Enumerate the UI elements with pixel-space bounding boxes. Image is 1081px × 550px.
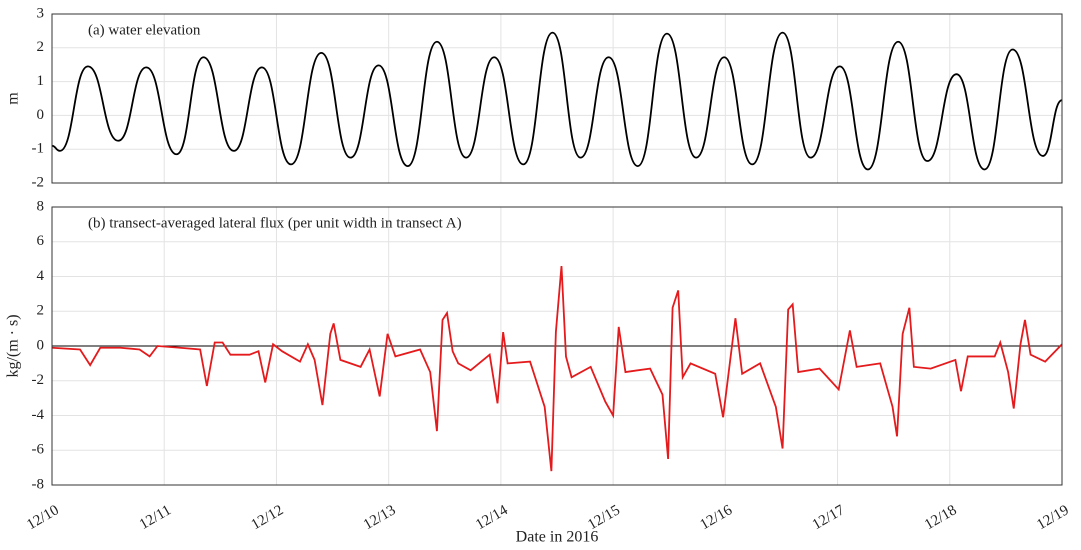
x-tick-label: 12/19 [1034, 502, 1072, 533]
y-tick-label: 4 [37, 268, 45, 284]
y-tick-label: 0 [37, 337, 45, 353]
x-tick-label: 12/18 [922, 502, 960, 533]
y-tick-label: -6 [32, 442, 45, 458]
data-line [51, 31, 1063, 171]
x-tick-label: 12/16 [698, 502, 736, 533]
x-tick-label: 12/12 [249, 502, 287, 533]
x-tick-label: 12/11 [137, 502, 174, 533]
y-tick-label: 8 [37, 198, 45, 214]
y-tick-label: 6 [37, 233, 45, 249]
y-tick-label: -2 [32, 174, 45, 190]
x-tick-label: 12/17 [810, 502, 848, 533]
y-tick-label: 1 [37, 73, 45, 89]
y-tick-label: -2 [32, 372, 45, 388]
x-tick-label: 12/13 [361, 502, 399, 533]
y-tick-label: 0 [37, 107, 45, 123]
x-tick-label: 12/10 [24, 502, 62, 533]
annotation: (b) transect-averaged lateral flux (per … [88, 215, 462, 231]
y-tick-label: -4 [32, 407, 45, 423]
data-line [51, 265, 1063, 472]
y-tick-label: -1 [32, 141, 45, 157]
y-tick-label: 2 [37, 39, 45, 55]
y-axis-label: kg/(m · s) [5, 314, 22, 377]
annotation: (a) water elevation [88, 22, 201, 38]
plot-frame [51, 206, 1063, 486]
y-tick-label: 2 [37, 303, 45, 319]
plot-frame [51, 13, 1063, 184]
y-tick-label: -8 [32, 476, 45, 492]
x-axis-label: Date in 2016 [516, 529, 599, 546]
x-tick-label: 12/14 [473, 502, 511, 533]
y-tick-label: 3 [37, 5, 45, 21]
y-axis-label: m [5, 92, 22, 105]
